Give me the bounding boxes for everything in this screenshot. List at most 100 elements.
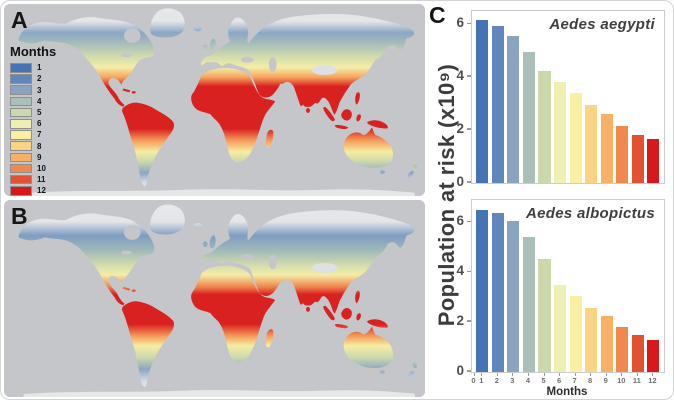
map-panel-b: B <box>4 200 425 397</box>
legend-label: 5 <box>37 108 42 118</box>
legend-swatch <box>10 152 32 163</box>
x-tick-mark <box>543 372 545 376</box>
bar-month-12 <box>647 339 660 372</box>
panel-label-a: A <box>11 7 28 33</box>
world-map-a <box>4 4 425 196</box>
bar-month-2 <box>491 25 504 183</box>
y-tick-mark <box>466 22 471 24</box>
legend-label: 11 <box>37 175 46 185</box>
x-tick-mark <box>605 372 607 376</box>
legend-swatch <box>10 74 32 84</box>
y-tick-mark <box>466 220 471 223</box>
bar-month-2 <box>491 212 504 372</box>
y-tick-label: 4 <box>456 263 464 279</box>
legend-swatch <box>10 163 32 174</box>
x-tick-label: 3 <box>510 376 515 385</box>
map-panel-a: A Months 1 2 3 4 5 6 7 8 9 10 11 12 <box>4 4 425 196</box>
legend-items: 1 2 3 4 5 6 7 8 9 10 11 12 <box>10 63 56 196</box>
bar-month-12 <box>647 139 660 183</box>
legend-swatch <box>10 107 32 118</box>
legend-item: 3 <box>10 85 56 95</box>
bar-month-9 <box>600 114 613 183</box>
bar-month-8 <box>585 104 598 183</box>
bar-month-6 <box>553 82 567 183</box>
legend-item: 6 <box>10 118 56 129</box>
x-tick-label: 0 <box>471 376 476 385</box>
bar-month-5 <box>538 70 551 183</box>
x-tick-label: 4 <box>525 376 531 385</box>
legend-item: 11 <box>10 174 56 185</box>
x-tick-label: 8 <box>588 376 593 385</box>
panel-label-c: C <box>429 2 446 28</box>
bar-month-5 <box>538 258 551 372</box>
x-tick-mark <box>574 372 576 376</box>
legend-item: 1 <box>10 63 56 73</box>
legend-label: 8 <box>37 141 42 151</box>
x-tick-label: 12 <box>648 376 657 385</box>
legend-item: 4 <box>10 96 56 107</box>
bar-month-8 <box>585 308 598 372</box>
y-tick-label: 6 <box>456 15 464 31</box>
legend-swatch <box>10 63 32 73</box>
legend-item: 9 <box>10 152 56 163</box>
legend-swatch <box>10 141 32 151</box>
x-tick-mark <box>481 372 483 376</box>
legend-item: 5 <box>10 107 56 118</box>
bar-month-11 <box>631 135 644 183</box>
x-tick-label: 10 <box>617 376 626 385</box>
legend-label: 9 <box>37 152 42 162</box>
x-tick-label: 11 <box>632 376 641 385</box>
legend-title: Months <box>10 44 57 59</box>
legend-label: 12 <box>37 186 46 196</box>
bar-month-1 <box>476 20 489 183</box>
x-tick-mark <box>559 372 561 376</box>
y-tick-label: 2 <box>456 121 464 137</box>
bar-month-11 <box>631 334 644 372</box>
x-tick-mark <box>496 372 498 376</box>
x-tick-label: 1 <box>479 376 484 385</box>
bar-month-10 <box>616 126 629 183</box>
x-tick-mark <box>636 372 638 376</box>
y-tick-mark <box>466 75 471 77</box>
bar-month-9 <box>600 315 613 372</box>
y-tick-mark <box>466 320 471 322</box>
x-tick-label: 7 <box>572 376 577 385</box>
legend-item: 2 <box>10 74 56 84</box>
legend-swatch <box>10 186 32 196</box>
bar-month-4 <box>522 52 536 183</box>
x-tick-label: 9 <box>603 376 608 385</box>
legend-swatch <box>10 130 32 140</box>
x-tick-label: 5 <box>541 376 546 385</box>
legend-swatch <box>10 118 32 129</box>
x-tick-label: 2 <box>494 376 499 385</box>
bar-month-3 <box>507 221 520 372</box>
y-tick-label: 2 <box>456 313 464 329</box>
x-axis-label: Months <box>546 386 588 398</box>
x-tick-label: 6 <box>557 376 562 385</box>
world-map-b <box>4 200 425 397</box>
chart-title: Aedes aegypti <box>549 16 655 33</box>
y-tick-label: 0 <box>456 174 464 189</box>
chart-plot-aegypti: Aedes aegypti <box>471 10 665 184</box>
legend-label: 6 <box>37 119 42 129</box>
legend-label: 2 <box>37 74 42 84</box>
legend-item: 10 <box>10 163 56 174</box>
y-tick-mark <box>466 128 471 130</box>
legend-label: 10 <box>37 163 46 173</box>
bar-month-10 <box>616 327 629 372</box>
legend-swatch <box>10 174 32 185</box>
legend-item: 8 <box>10 141 56 151</box>
x-tick-mark <box>621 372 623 376</box>
legend-swatch <box>10 96 32 107</box>
legend-label: 4 <box>37 96 42 106</box>
legend-label: 1 <box>37 63 42 73</box>
y-tick-label: 4 <box>456 68 464 84</box>
bar-month-3 <box>507 36 520 183</box>
x-tick-mark <box>473 372 475 376</box>
panel-label-b: B <box>11 203 28 229</box>
months-legend: Months 1 2 3 4 5 6 7 8 9 10 11 12 <box>10 44 56 196</box>
bar-month-1 <box>476 210 489 372</box>
legend-swatch <box>10 85 32 95</box>
y-tick-mark <box>466 370 471 372</box>
